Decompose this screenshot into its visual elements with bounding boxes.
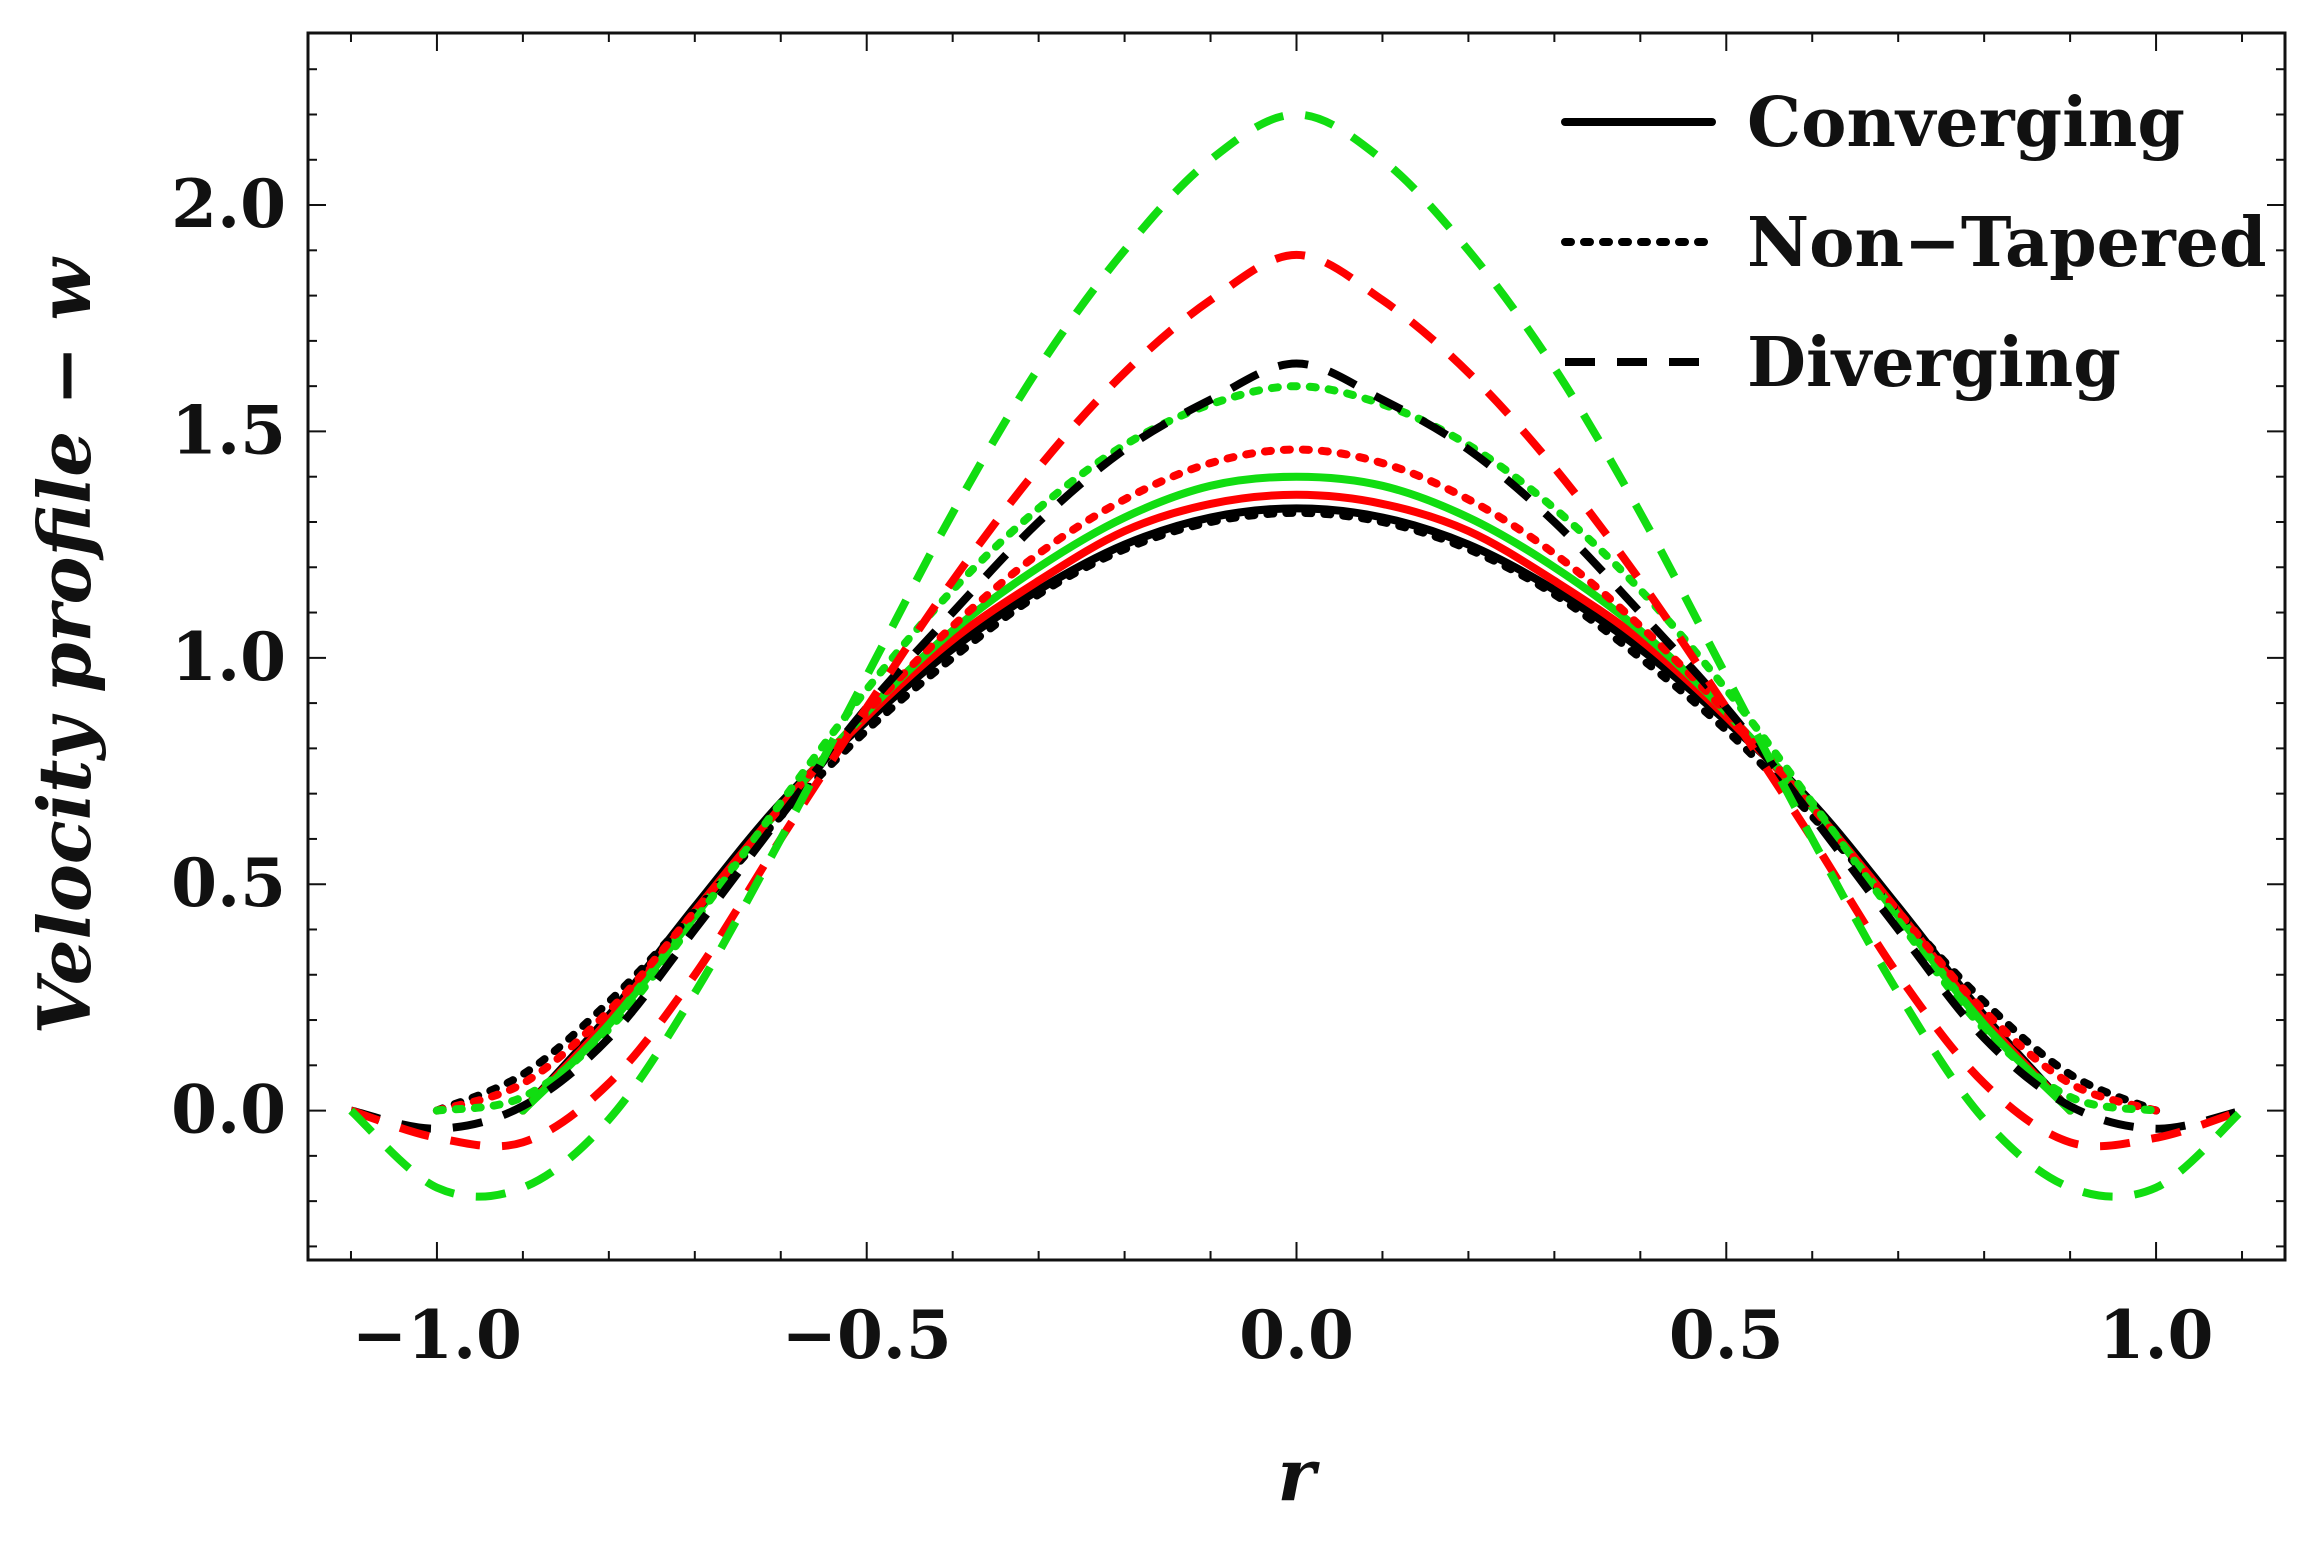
x-axis-label: r xyxy=(1278,1432,1321,1517)
x-tick-label: 0.0 xyxy=(1239,1296,1354,1374)
y-tick-label: 0.0 xyxy=(171,1071,286,1149)
x-tick-label: 0.5 xyxy=(1669,1296,1784,1374)
series-line-1 xyxy=(518,490,2075,1115)
legend-label-dotted: Non−Tapered xyxy=(1747,203,2267,283)
series-line-8 xyxy=(348,110,2245,1201)
y-tick-label: 1.0 xyxy=(171,618,286,696)
y-tick-label: 0.5 xyxy=(171,844,286,922)
y-tick-label: 2.0 xyxy=(171,165,286,243)
y-tick-label: 1.5 xyxy=(171,391,286,469)
legend-label-solid: Converging xyxy=(1747,83,2185,163)
legend: Converging Non−Tapered Diverging xyxy=(1561,83,2267,403)
series-line-3 xyxy=(432,508,2161,1115)
series-line-5 xyxy=(432,382,2161,1115)
legend-label-dashed: Diverging xyxy=(1747,323,2121,403)
series-line-2 xyxy=(518,472,2075,1115)
tick-layer: −1.0 −0.5 0.0 0.5 1.0 0.0 0.5 1.0 1.5 2.0 xyxy=(171,33,2285,1374)
y-axis-label: Velocity profile − w xyxy=(22,255,107,1034)
series-line-0 xyxy=(518,504,2075,1115)
x-tick-label: −0.5 xyxy=(782,1296,952,1374)
series-line-4 xyxy=(432,445,2161,1115)
series-line-7 xyxy=(349,250,2244,1151)
x-tick-label: 1.0 xyxy=(2099,1296,2214,1374)
series-layer xyxy=(348,110,2245,1201)
x-tick-label: −1.0 xyxy=(352,1296,522,1374)
series-line-6 xyxy=(350,359,2243,1133)
